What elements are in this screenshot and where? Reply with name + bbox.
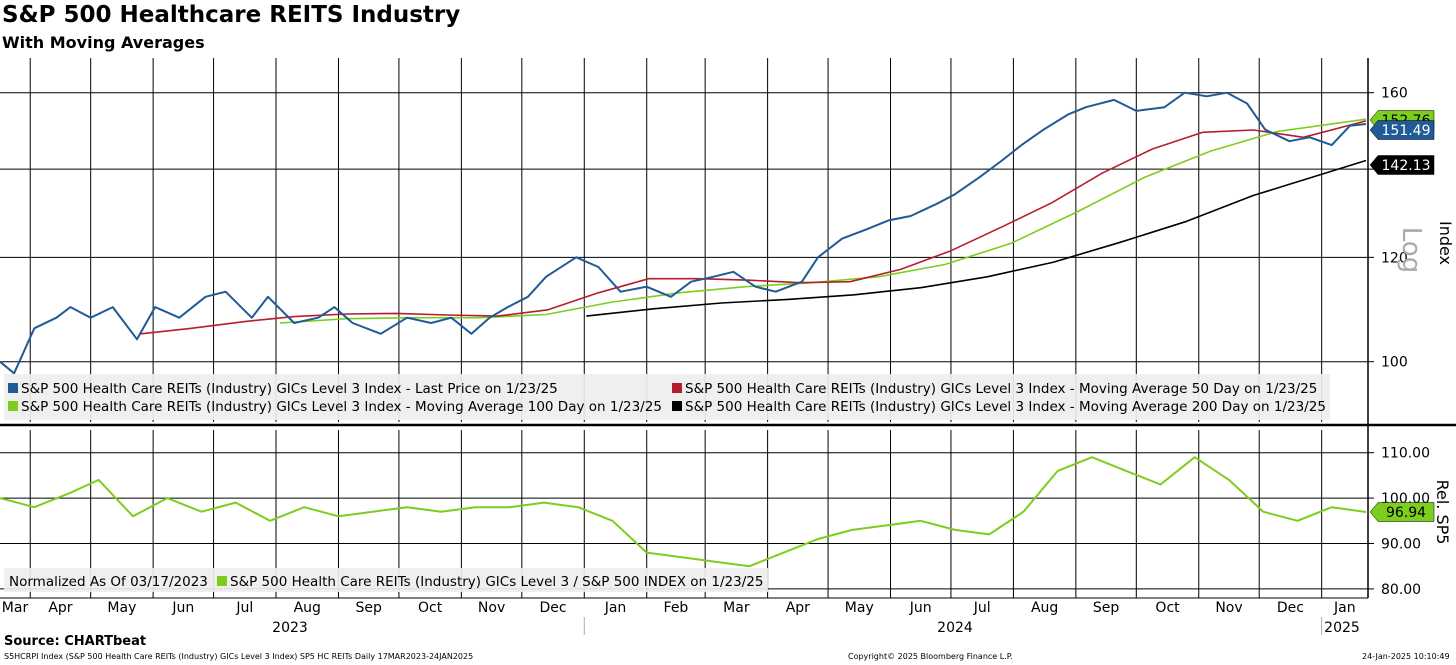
lower-legend-box [4,568,768,592]
year-tick-label: 2023 [272,620,308,636]
month-tick-label: Apr [786,600,810,616]
last-value-relative-bg [1369,502,1435,522]
month-tick-label: Mar [2,600,29,616]
y-axis-title: Index [1436,221,1455,265]
series-line-moving-average-50-day [140,120,1367,335]
series-layer [0,91,1367,568]
month-tick-label: Sep [355,600,382,616]
last-value-price: 151.49 [1382,123,1431,139]
footer-timestamp: 24-Jan-2025 10:10:49 [1362,652,1450,661]
normalized-note: Normalized As Of 03/17/2023 [9,574,208,590]
legend-swatch [672,401,682,411]
month-tick-label: Oct [418,600,443,616]
price-axis-label: 100 [1381,355,1408,371]
legend-entry: S&P 500 Health Care REITs (Industry) GIC… [21,399,662,415]
month-tick-label: May [845,600,874,616]
source-note: Source: CHARTbeat [4,634,147,649]
month-tick-label: Sep [1093,600,1120,616]
month-tick-label: Nov [478,600,505,616]
chart-subtitle: With Moving Averages [2,33,205,52]
legend-swatch [8,383,18,393]
month-tick-label: Aug [294,600,321,616]
month-tick-label: Jan [604,600,627,616]
series-line-last-price [0,91,1367,375]
relative-axis-label: 110.00 [1381,446,1430,462]
last-value-ma200-bg [1369,155,1435,175]
upper-legend-box [4,374,1330,420]
price-axis-label: 160 [1381,86,1408,102]
month-tick-label: Feb [664,600,689,616]
year-tick-label: 2024 [937,620,973,636]
month-tick-label: Jun [171,600,194,616]
legend-entry: S&P 500 Health Care REITs (Industry) GIC… [230,574,763,590]
footer-ticker: S5HCRPI Index (S&P 500 Health Care REITs… [4,652,474,661]
month-tick-label: Nov [1215,600,1242,616]
month-tick-label: Dec [539,600,566,616]
overlay-layer: S&P 500 Health Care REITs (Industry) GIC… [4,110,1455,592]
last-value-price-bg [1369,120,1435,140]
month-tick-label: May [107,600,136,616]
relative-axis-label: 80.00 [1381,582,1421,598]
relative-axis-label: 90.00 [1381,537,1421,553]
month-tick-label: Jun [909,600,932,616]
log-scale-label: Log [1396,227,1426,273]
month-tick-label: Mar [723,600,750,616]
last-value-ma200: 142.13 [1382,158,1431,174]
series-line-relative [0,456,1367,568]
month-tick-label: Jul [235,600,253,616]
price-axis-label: 120 [1381,250,1408,266]
legend-swatch [217,576,227,586]
footer-copyright: Copyright© 2025 Bloomberg Finance L.P. [848,652,1013,661]
month-tick-label: Apr [48,600,72,616]
month-tick-label: Aug [1031,600,1058,616]
month-tick-label: Jul [973,600,991,616]
series-line-moving-average-200-day [586,159,1367,317]
relative-axis-title: Rel. SP5 [1433,480,1452,545]
legend-entry: S&P 500 Health Care REITs (Industry) GIC… [21,381,558,397]
legend-swatch [8,401,18,411]
legend-entry: S&P 500 Health Care REITs (Industry) GIC… [685,399,1326,415]
legend-entry: S&P 500 Health Care REITs (Industry) GIC… [685,381,1317,397]
last-value-relative: 96.94 [1386,505,1426,521]
year-tick-label: 2025 [1324,620,1360,636]
grid: Mar Apr May Jun Jul Aug Sep Oct Nov Dec Jan Feb Mar A… [0,58,1456,636]
month-tick-label: Oct [1155,600,1180,616]
month-tick-label: Dec [1277,600,1304,616]
chart-title: S&P 500 Healthcare REITS Industry [2,2,461,28]
month-tick-label: Jan [1333,600,1356,616]
legend-swatch [672,383,682,393]
series-line-moving-average-100-day [279,118,1367,324]
